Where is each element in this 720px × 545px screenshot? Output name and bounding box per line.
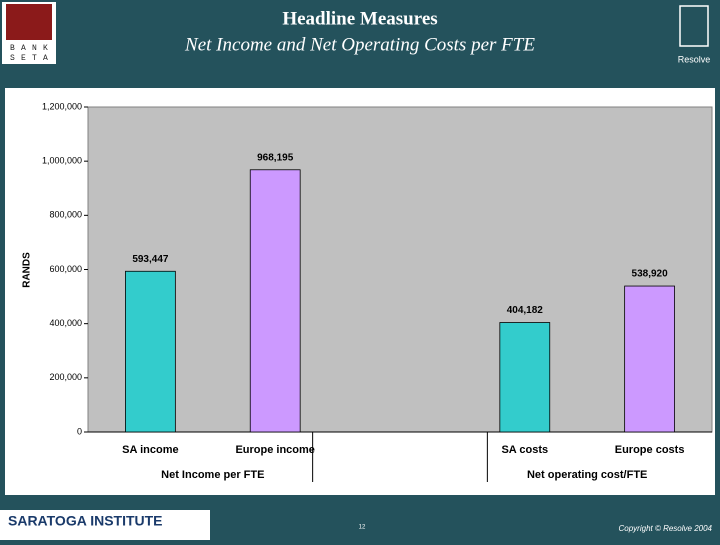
- value-label: 404,182: [507, 305, 544, 316]
- footer-logo-box: [0, 510, 210, 540]
- y-tick-label: 1,200,000: [42, 101, 82, 111]
- y-tick-label: 0: [77, 426, 82, 436]
- x-tick-label: Europe costs: [615, 444, 685, 456]
- logo-letter: A: [21, 44, 26, 53]
- copyright: Copyright © Resolve 2004: [619, 524, 713, 533]
- footer-logo: SARATOGA INSTITUTE: [8, 513, 163, 529]
- x-tick-label: Europe income: [235, 444, 314, 456]
- group-label: Net operating cost/FTE: [527, 469, 647, 481]
- plot-area: [87, 106, 713, 433]
- bar: [125, 270, 176, 433]
- x-tick-label: SA costs: [501, 444, 548, 456]
- logo-right-mark: [679, 5, 709, 47]
- logo-letter: E: [21, 54, 26, 63]
- title: Headline Measures: [282, 8, 437, 29]
- y-tick-label: 600,000: [49, 264, 82, 274]
- y-tick-label: 200,000: [49, 372, 82, 382]
- bar: [249, 169, 301, 433]
- logo-letter: T: [32, 54, 37, 63]
- bar: [624, 285, 675, 433]
- logo-right: Resolve: [678, 54, 711, 64]
- logo-letter: K: [43, 44, 48, 53]
- y-axis-label: RANDS: [22, 252, 33, 288]
- logo-letter: A: [43, 54, 48, 63]
- logo-letter: S: [10, 54, 15, 63]
- y-tick-label: 400,000: [49, 318, 82, 328]
- logo-left-mark: [6, 4, 52, 40]
- group-label: Net Income per FTE: [161, 469, 264, 481]
- subtitle: Net Income and Net Operating Costs per F…: [184, 34, 535, 55]
- y-tick-label: 1,000,000: [42, 156, 82, 166]
- x-tick-label: SA income: [122, 444, 178, 456]
- value-label: 593,447: [132, 254, 169, 265]
- y-tick-label: 800,000: [49, 210, 82, 220]
- value-label: 968,195: [257, 152, 294, 163]
- page-number: 12: [359, 525, 366, 531]
- logo-letter: N: [32, 44, 37, 53]
- value-label: 538,920: [632, 269, 669, 280]
- logo-letter: B: [10, 44, 15, 53]
- bar: [499, 322, 551, 433]
